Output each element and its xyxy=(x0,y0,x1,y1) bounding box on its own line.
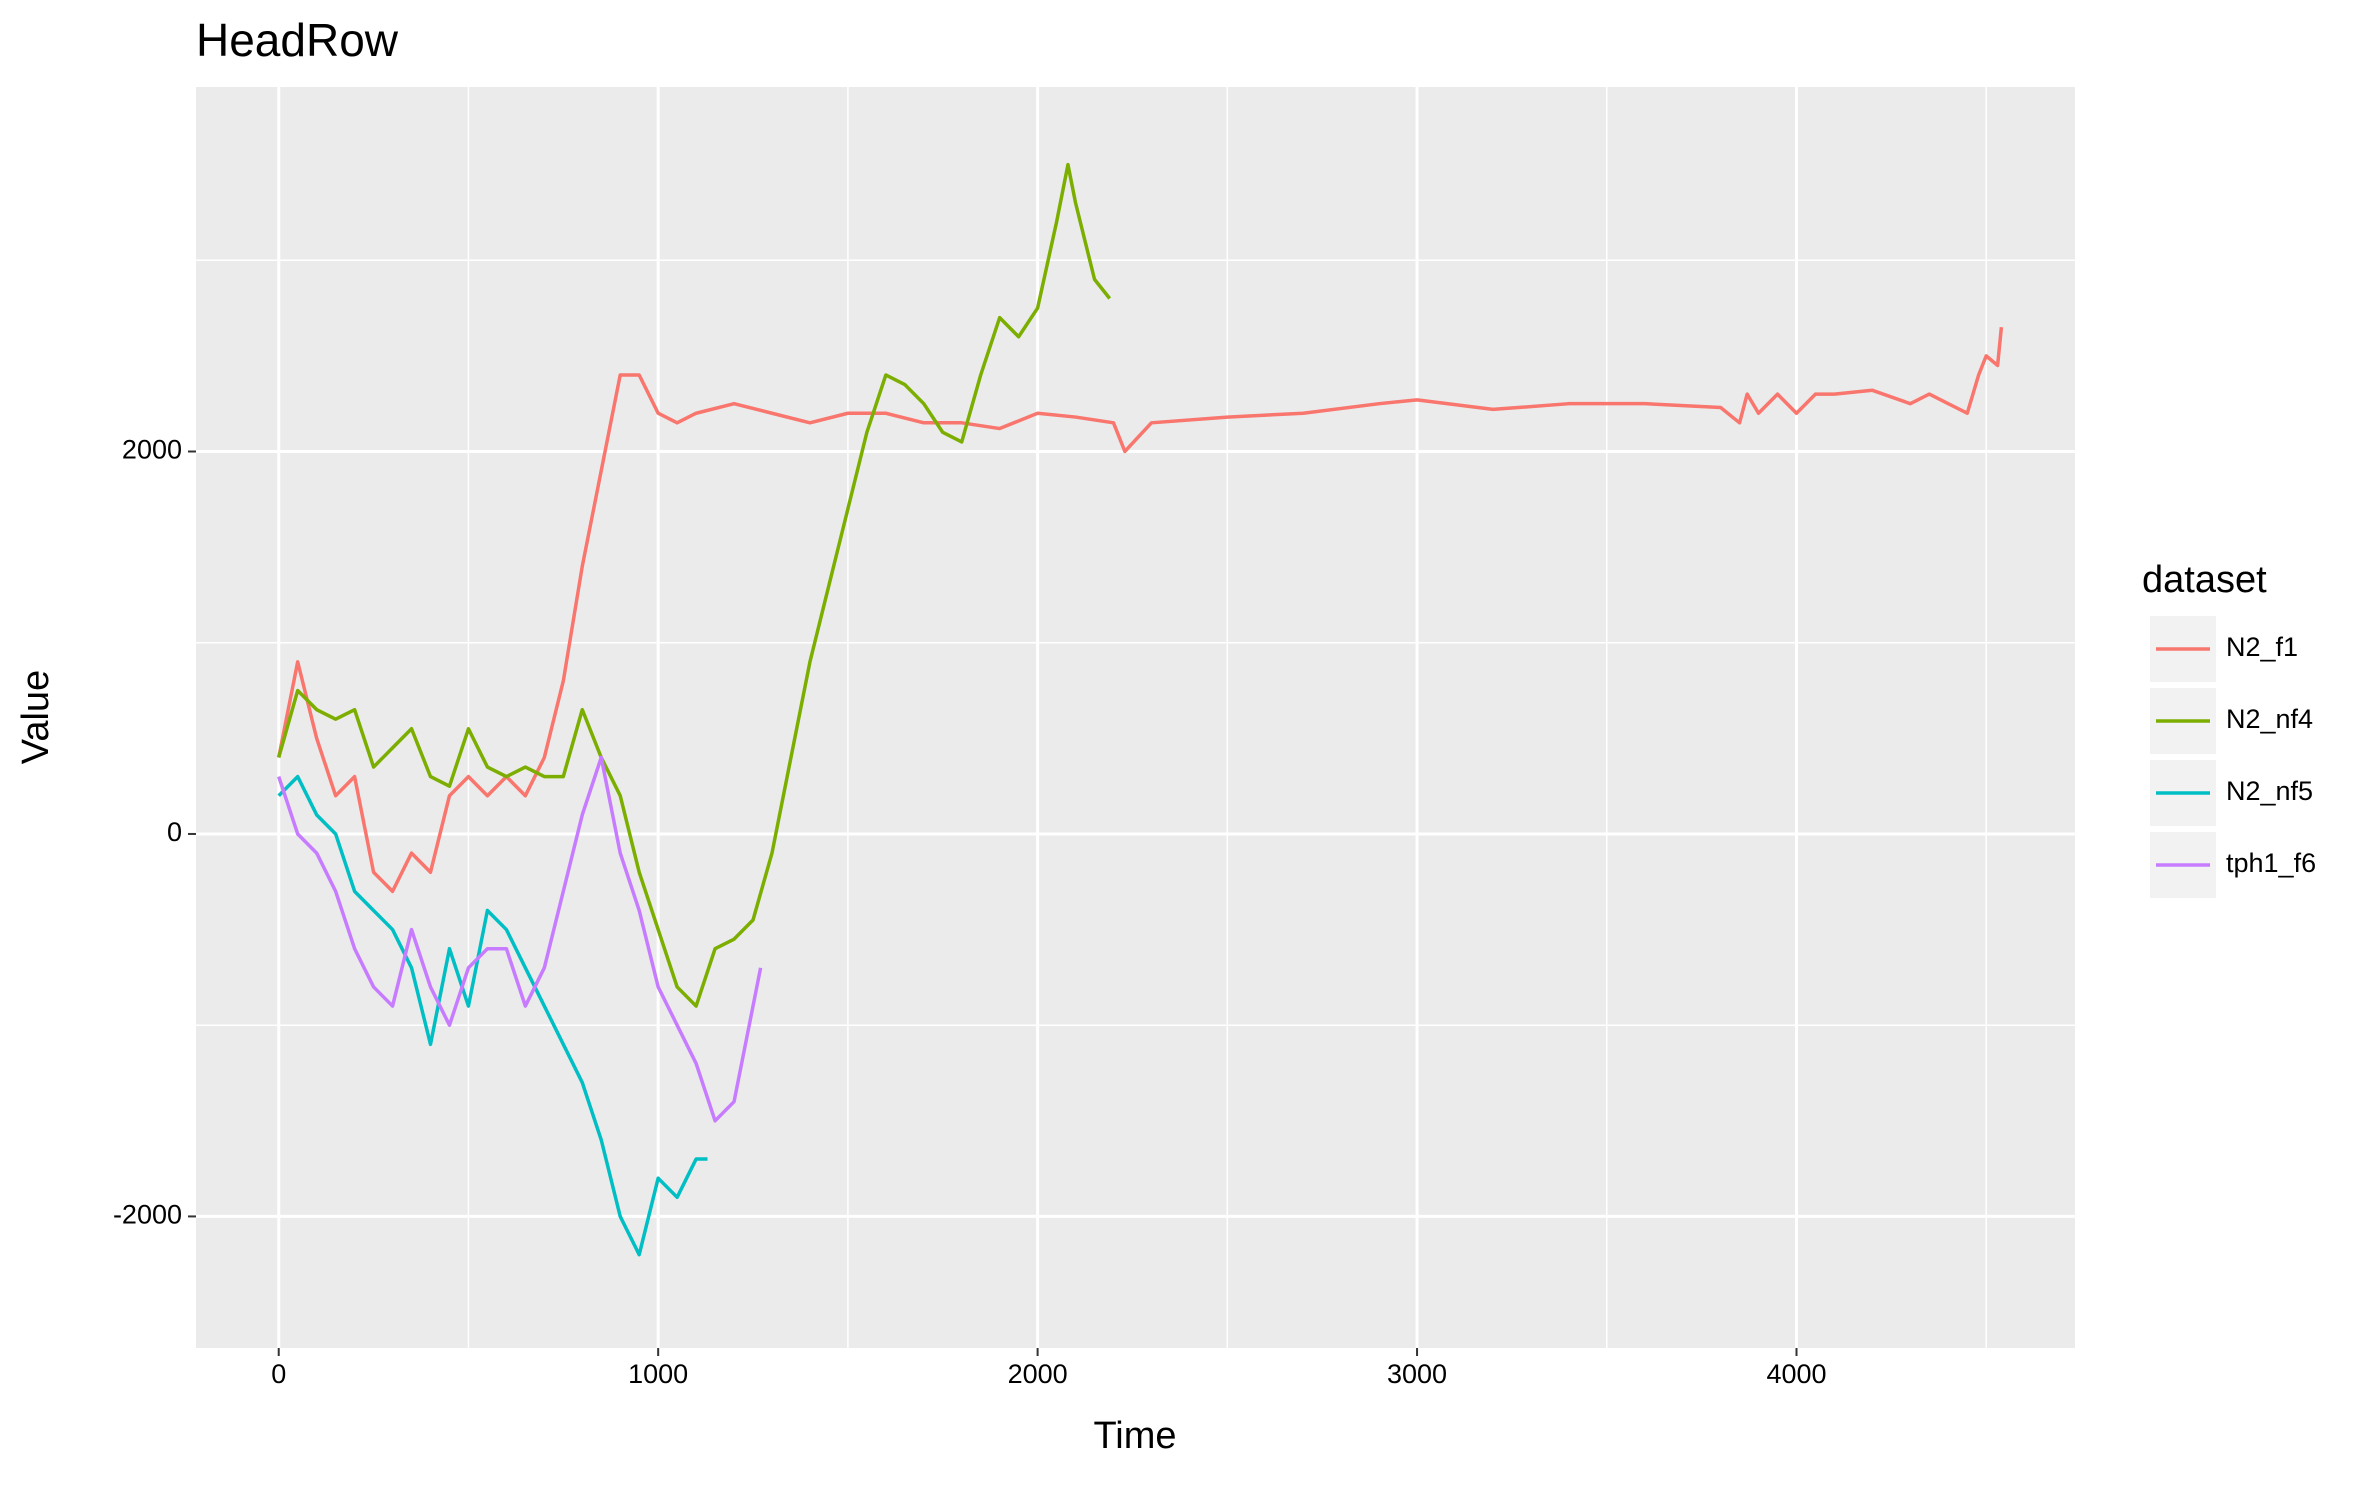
x-axis-title: Time xyxy=(1093,1415,1176,1457)
y-tick-label: 0 xyxy=(167,817,182,847)
plot-panel xyxy=(196,87,2075,1348)
x-tick-label: 2000 xyxy=(1008,1359,1068,1389)
data-line xyxy=(277,327,2004,894)
y-tick-label: 2000 xyxy=(122,435,182,465)
legend-title: dataset xyxy=(2142,559,2267,601)
legend-label: tph1_f6 xyxy=(2226,848,2316,878)
x-tick-label: 4000 xyxy=(1766,1359,1826,1389)
data-line xyxy=(277,774,708,1257)
y-tick-label: -2000 xyxy=(113,1200,182,1230)
data-line xyxy=(277,755,763,1123)
chart-title: HeadRow xyxy=(196,14,399,66)
legend-label: N2_f1 xyxy=(2226,632,2298,662)
x-tick-label: 3000 xyxy=(1387,1359,1447,1389)
x-tick-label: 0 xyxy=(271,1359,286,1389)
legend-label: N2_nf5 xyxy=(2226,776,2313,806)
y-axis-title: Value xyxy=(15,670,57,764)
data-line xyxy=(277,162,1112,1008)
legend-label: N2_nf4 xyxy=(2226,704,2313,734)
x-tick-label: 1000 xyxy=(628,1359,688,1389)
